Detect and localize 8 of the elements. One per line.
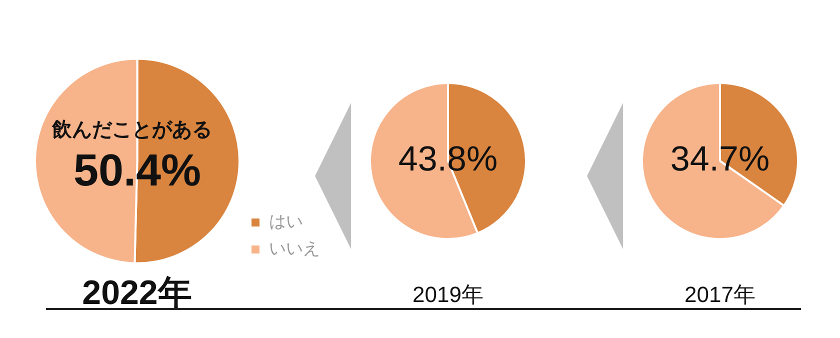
legend-label: はい bbox=[269, 212, 303, 232]
text: 2022年 bbox=[81, 273, 193, 314]
text: 2017年 bbox=[684, 281, 756, 309]
data-label: 43.8% bbox=[398, 140, 498, 179]
text: 2019年 bbox=[412, 281, 484, 309]
data-label: 50.4% bbox=[73, 144, 202, 196]
legend-label: いいえ bbox=[269, 239, 320, 258]
data-label: 34.7% bbox=[670, 140, 770, 179]
